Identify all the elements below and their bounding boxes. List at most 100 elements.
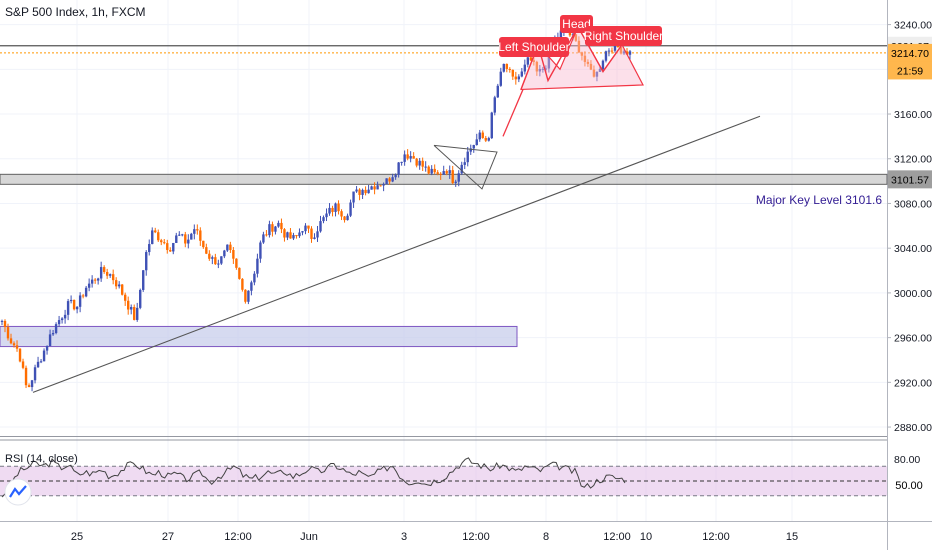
candle [250, 280, 253, 296]
rally-line[interactable] [502, 89, 524, 137]
candle [457, 170, 460, 187]
candle [75, 306, 79, 314]
candle [21, 358, 25, 370]
candle [448, 165, 451, 179]
candle [238, 267, 241, 280]
candle [120, 284, 124, 296]
candle [286, 231, 289, 241]
time-axis-ticks: 25 27 12:00 Jun 3 12:00 8 12:00 10 12:00 15 [71, 531, 798, 543]
candle [343, 215, 346, 223]
candle [328, 203, 331, 216]
candle [586, 59, 590, 67]
candle [607, 48, 611, 57]
rsi-title[interactable]: RSI (14, close) [5, 453, 78, 465]
candle [60, 317, 64, 324]
candle [274, 225, 277, 235]
candle [69, 295, 73, 304]
candle [469, 144, 472, 155]
candle [463, 157, 466, 170]
candle [81, 293, 85, 299]
candle [403, 150, 406, 166]
candle [346, 213, 349, 221]
candle [283, 228, 286, 242]
candle [502, 63, 505, 73]
candle [172, 242, 175, 255]
candle [442, 165, 445, 175]
candle [130, 304, 133, 315]
candle [193, 224, 196, 240]
candle [244, 289, 247, 304]
candle [595, 71, 599, 82]
candle [292, 232, 295, 241]
candle [340, 209, 343, 221]
candle [418, 158, 421, 170]
candle [574, 33, 578, 42]
candle [139, 288, 142, 310]
candle [313, 233, 316, 240]
major-key-level-band[interactable] [0, 173, 888, 185]
candle [247, 290, 250, 305]
candle [93, 278, 97, 284]
candle [619, 46, 623, 55]
candle [151, 227, 154, 245]
candle [3, 319, 7, 333]
candle [364, 186, 367, 196]
candle [412, 152, 415, 159]
candle [322, 215, 325, 224]
candle [0, 319, 4, 326]
candle [385, 178, 388, 185]
demand-zone-rectangle[interactable] [0, 325, 518, 348]
time-tick-label: 10 [640, 531, 652, 543]
ascending-trendline[interactable] [32, 115, 761, 393]
candle [307, 225, 310, 233]
candle [78, 292, 82, 313]
candle [42, 348, 46, 362]
rsi-line[interactable] [1, 457, 626, 498]
candle [478, 129, 481, 142]
symbol-title[interactable]: S&P 500 Index, 1h, FXCM [5, 5, 146, 19]
head-label[interactable]: Head [560, 15, 593, 33]
candle [628, 50, 632, 61]
price-axis-pane[interactable] [887, 0, 932, 550]
candle [301, 230, 304, 236]
candle [520, 67, 524, 78]
time-tick-label: 12:00 [462, 531, 490, 543]
left-shoulder-text: Left Shoulder [498, 40, 569, 54]
price-tick-label: 2880.00 [894, 422, 932, 434]
candle [430, 165, 433, 176]
candle [108, 273, 112, 278]
candle [148, 239, 151, 256]
candle [229, 241, 232, 253]
candle [334, 202, 337, 217]
candle [160, 238, 163, 246]
candle [373, 182, 376, 195]
candle [214, 253, 217, 265]
consolidation-flag-drawing[interactable] [433, 144, 498, 190]
candle [496, 83, 499, 98]
price-tick-label: 3080.00 [894, 198, 932, 210]
candle [39, 359, 43, 364]
candle [111, 269, 115, 285]
price-badge: 3214.70 [888, 43, 932, 62]
candle [523, 59, 527, 75]
candle [514, 71, 518, 85]
candle [592, 65, 596, 78]
candle [379, 185, 382, 187]
main-pane[interactable] [0, 0, 887, 440]
candle [427, 165, 430, 175]
candle [184, 231, 187, 248]
candle [349, 199, 352, 218]
candle [298, 228, 301, 238]
candle [208, 250, 211, 261]
right-shoulder-label[interactable]: Right Shoulder [584, 26, 663, 46]
candle [117, 281, 121, 289]
candle [460, 161, 463, 175]
candle [268, 220, 271, 238]
price-tick-label: 3160.00 [894, 109, 932, 121]
time-tick-label: 8 [543, 531, 549, 543]
candle [400, 161, 403, 166]
candle [517, 74, 521, 83]
left-shoulder-label[interactable]: Left Shoulder [498, 37, 570, 57]
right-shoulder-text: Right Shoulder [584, 29, 663, 43]
